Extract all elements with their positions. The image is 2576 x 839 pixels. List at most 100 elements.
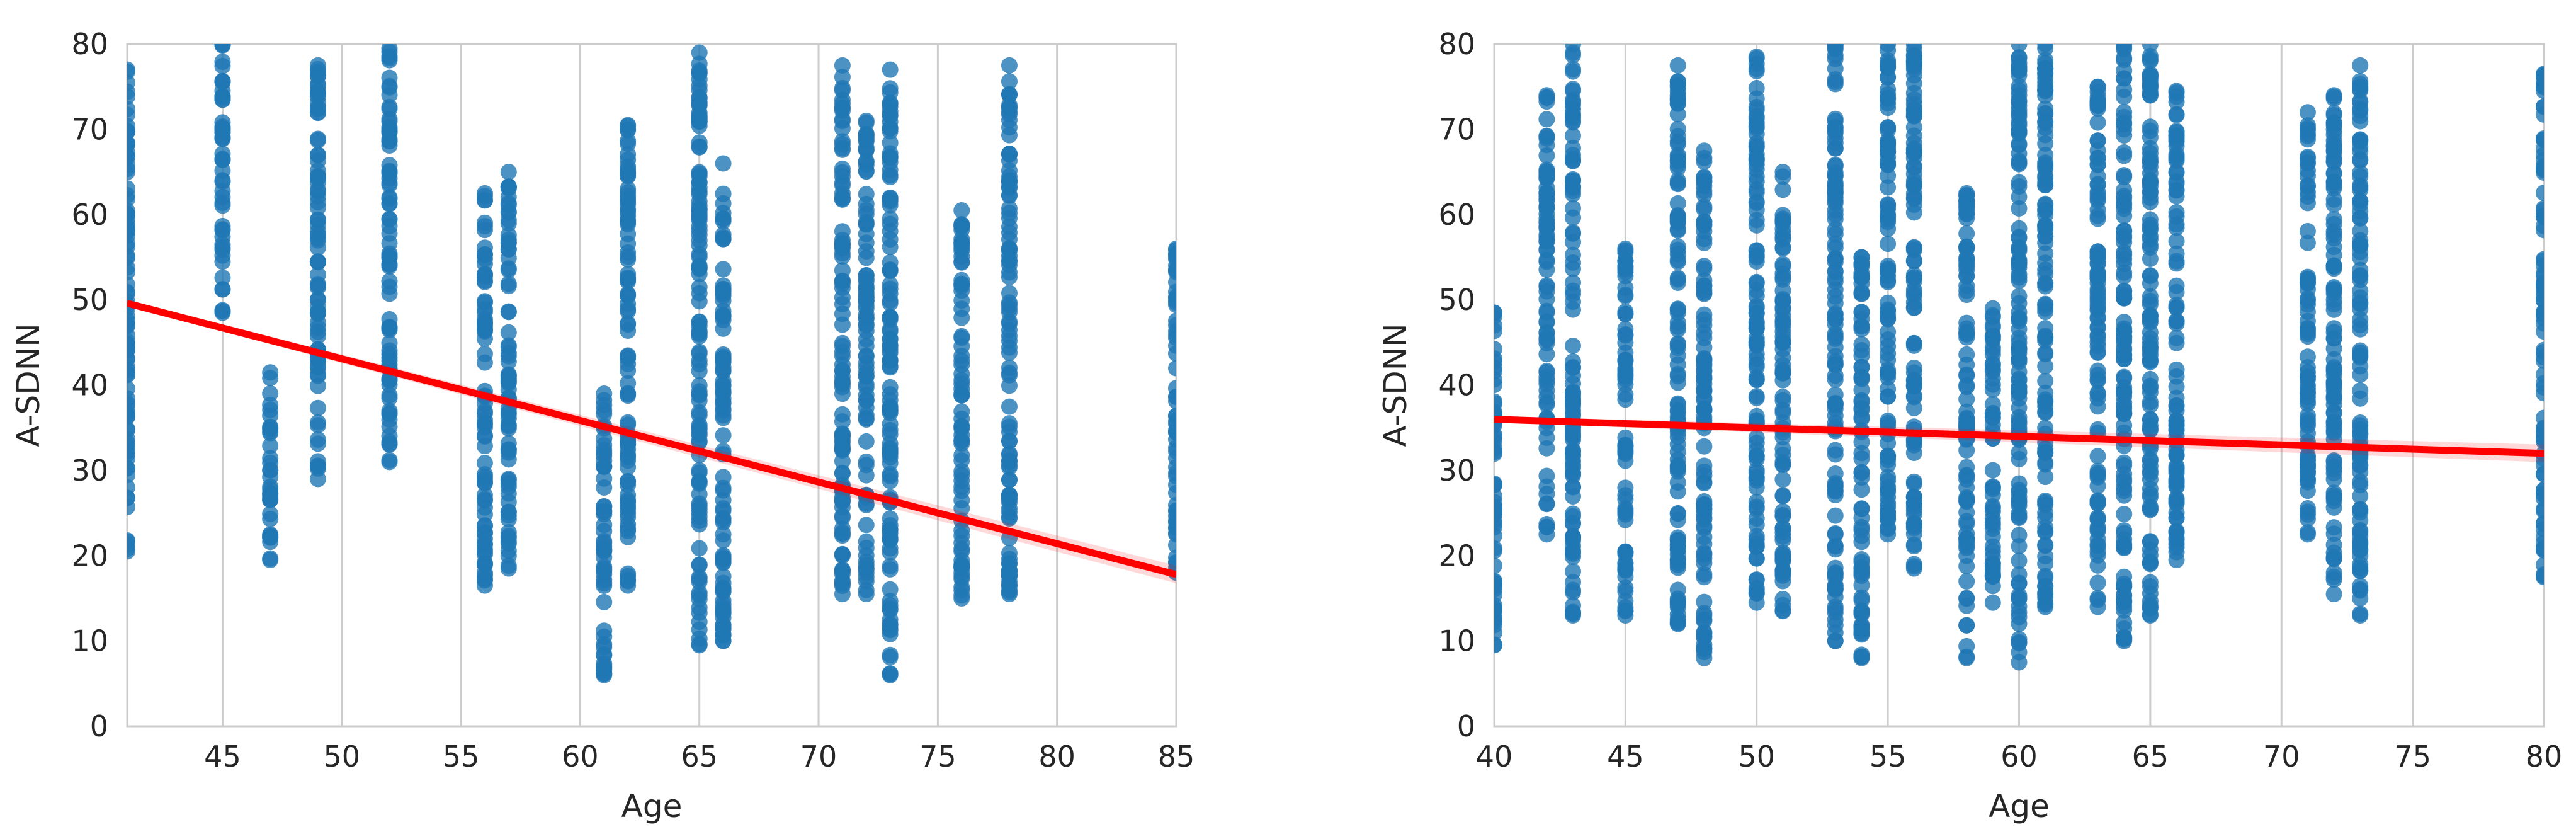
points-layer [127, 44, 1176, 683]
data-point [2536, 421, 2544, 438]
data-point [858, 411, 875, 428]
data-point [1880, 59, 1897, 76]
data-point [2352, 582, 2369, 599]
data-point [2325, 106, 2342, 123]
data-point [1538, 147, 1555, 164]
data-point [309, 147, 326, 164]
y-tick-label: 60 [1438, 198, 1475, 232]
data-point [1984, 328, 2001, 345]
data-point [834, 489, 851, 506]
data-point [1827, 184, 1844, 201]
data-point [2142, 554, 2159, 571]
data-point [309, 223, 326, 240]
data-point [2352, 222, 2369, 239]
data-point [2037, 176, 2054, 193]
data-point [620, 215, 637, 232]
data-point [1853, 318, 1870, 335]
data-point [1494, 581, 1502, 598]
data-point [2011, 351, 2028, 368]
data-point [476, 427, 493, 444]
data-point [2168, 402, 2185, 419]
data-point [1168, 337, 1176, 354]
data-point [1853, 481, 1870, 498]
data-point [620, 498, 637, 515]
data-point [1958, 205, 1975, 222]
data-point [882, 379, 899, 396]
data-point [1853, 401, 1870, 418]
data-point [1565, 488, 1582, 505]
data-point [1696, 231, 1713, 248]
data-point [1774, 181, 1791, 198]
data-point [381, 195, 398, 212]
data-point [1984, 594, 2001, 611]
data-point [858, 322, 875, 340]
data-point [1669, 195, 1686, 212]
data-point [715, 395, 732, 412]
data-point [500, 304, 517, 321]
data-point [858, 433, 875, 450]
data-point [2299, 304, 2316, 321]
data-point [1617, 583, 1634, 600]
data-point [2168, 446, 2185, 463]
data-point [2037, 456, 2054, 473]
data-point [1958, 525, 1975, 542]
data-point [715, 427, 732, 444]
data-point [2168, 219, 2185, 236]
data-point [2037, 537, 2054, 554]
data-point [691, 614, 708, 631]
data-point [596, 659, 613, 676]
data-point [214, 44, 231, 54]
data-point [1494, 443, 1502, 460]
data-point [2352, 347, 2369, 364]
data-point [715, 599, 732, 616]
data-point [1696, 438, 1713, 455]
data-point [2011, 239, 2028, 256]
data-point [500, 339, 517, 356]
data-point [1748, 282, 1765, 299]
data-point [2352, 426, 2369, 443]
y-tick-label: 40 [71, 368, 108, 402]
data-point [882, 309, 899, 326]
data-point [953, 234, 970, 251]
data-point [1958, 240, 1975, 257]
data-point [1880, 196, 1897, 213]
data-point [953, 467, 970, 484]
data-point [476, 321, 493, 338]
data-point [1748, 333, 1765, 350]
data-point [2037, 469, 2054, 486]
y-tick-label: 0 [90, 709, 108, 743]
data-point [2011, 137, 2028, 154]
data-point [2037, 523, 2054, 540]
data-point [691, 259, 708, 276]
y-tick-label: 60 [71, 198, 108, 232]
x-tick-label: 45 [204, 739, 241, 773]
data-point [834, 79, 851, 96]
data-point [476, 354, 493, 371]
data-point [1748, 195, 1765, 212]
data-point [2116, 525, 2133, 542]
data-point [882, 61, 899, 78]
regression-layer [1494, 416, 2544, 462]
data-point [2142, 500, 2159, 517]
data-point [882, 622, 899, 639]
data-point [2536, 207, 2544, 224]
data-point [1748, 79, 1765, 96]
data-point [1827, 202, 1844, 219]
data-point [1748, 550, 1765, 567]
data-point [127, 122, 135, 139]
data-point [882, 149, 899, 166]
data-point [476, 255, 493, 272]
scatter-panel-1: 45 50 55 60 65 70 75 80 85 0 10 20 30 40 50 60 70 80 Age A-… [10, 27, 1194, 825]
data-point [2011, 399, 2028, 416]
data-point [1565, 63, 1582, 80]
data-point [2037, 555, 2054, 572]
data-point [2299, 524, 2316, 541]
data-point [127, 276, 135, 293]
data-point [1774, 240, 1791, 257]
scatter-panel-2: 40 45 50 55 60 65 70 75 80 0 10 20 30 40 50 60 70 80 Age A-… [1377, 27, 2562, 825]
data-point [2142, 397, 2159, 414]
data-point [1565, 402, 1582, 419]
data-point [127, 402, 135, 420]
data-point [691, 138, 708, 155]
data-point [1905, 556, 1922, 573]
